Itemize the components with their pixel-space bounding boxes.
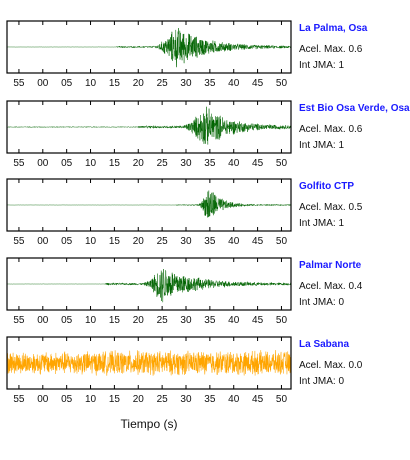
x-tick-label: 10 [85, 236, 97, 247]
jma-intensity-label: Int JMA: 1 [299, 140, 345, 151]
x-tick-label: 50 [276, 78, 288, 89]
x-tick-label: 00 [37, 236, 49, 247]
waveform-trace [6, 350, 292, 376]
x-tick-label: 45 [252, 236, 264, 247]
x-tick-label: 55 [13, 78, 25, 89]
max-acceleration-label: Acel. Max. 0.6 [299, 124, 363, 135]
waveform-trace [6, 269, 292, 303]
x-tick-label: 55 [13, 236, 25, 247]
x-tick-label: 35 [204, 394, 216, 405]
x-tick-label: 35 [204, 158, 216, 169]
x-tick-label: 45 [252, 315, 264, 326]
jma-intensity-label: Int JMA: 0 [299, 376, 345, 387]
x-tick-label: 00 [37, 315, 49, 326]
x-tick-label: 05 [61, 236, 73, 247]
waveform-trace [6, 190, 292, 218]
x-tick-label: 50 [276, 315, 288, 326]
x-axis-title: Tiempo (s) [121, 417, 178, 431]
panel-frame [6, 336, 292, 390]
x-tick-label: 05 [61, 394, 73, 405]
panel-frame [6, 178, 292, 232]
panel-frame [6, 257, 292, 311]
station-name: La Palma, Osa [299, 23, 368, 34]
jma-intensity-label: Int JMA: 0 [299, 297, 345, 308]
waveform-trace [7, 28, 292, 68]
x-tick-label: 20 [133, 394, 145, 405]
x-tick-label: 25 [157, 394, 169, 405]
x-tick-label: 50 [276, 236, 288, 247]
x-tick-label: 25 [157, 158, 169, 169]
x-tick-label: 35 [204, 236, 216, 247]
x-tick-label: 45 [252, 158, 264, 169]
x-tick-label: 10 [85, 315, 97, 326]
waveform-trace [6, 106, 292, 145]
x-tick-label: 10 [85, 158, 97, 169]
max-acceleration-label: Acel. Max. 0.0 [299, 360, 363, 371]
x-tick-label: 45 [252, 394, 264, 405]
station-name: La Sabana [299, 339, 350, 350]
x-tick-label: 40 [228, 158, 240, 169]
x-tick-label: 15 [109, 78, 121, 89]
x-tick-label: 25 [157, 236, 169, 247]
x-tick-label: 25 [157, 78, 169, 89]
station-name: Palmar Norte [299, 260, 362, 271]
x-tick-label: 20 [133, 236, 145, 247]
x-tick-label: 00 [37, 158, 49, 169]
x-tick-label: 05 [61, 315, 73, 326]
x-tick-label: 40 [228, 315, 240, 326]
max-acceleration-label: Acel. Max. 0.4 [299, 281, 363, 292]
x-tick-label: 30 [180, 158, 192, 169]
jma-intensity-label: Int JMA: 1 [299, 60, 345, 71]
x-tick-label: 35 [204, 78, 216, 89]
panel-frame [6, 20, 292, 74]
x-tick-label: 40 [228, 394, 240, 405]
x-tick-label: 00 [37, 394, 49, 405]
x-tick-label: 20 [133, 78, 145, 89]
x-tick-label: 55 [13, 394, 25, 405]
x-tick-label: 55 [13, 158, 25, 169]
x-tick-label: 00 [37, 78, 49, 89]
max-acceleration-label: Acel. Max. 0.5 [299, 202, 363, 213]
jma-intensity-label: Int JMA: 1 [299, 218, 345, 229]
x-tick-label: 20 [133, 158, 145, 169]
x-tick-label: 50 [276, 158, 288, 169]
x-tick-label: 55 [13, 315, 25, 326]
x-tick-label: 20 [133, 315, 145, 326]
x-tick-label: 25 [157, 315, 169, 326]
x-tick-label: 45 [252, 78, 264, 89]
panel-frame [6, 100, 292, 154]
x-tick-label: 35 [204, 315, 216, 326]
x-tick-label: 05 [61, 158, 73, 169]
station-name: Est Bio Osa Verde, Osa [299, 103, 410, 114]
x-tick-label: 30 [180, 315, 192, 326]
station-name: Golfito CTP [299, 181, 354, 192]
x-tick-label: 05 [61, 78, 73, 89]
x-tick-label: 10 [85, 78, 97, 89]
x-tick-label: 15 [109, 315, 121, 326]
max-acceleration-label: Acel. Max. 0.6 [299, 44, 363, 55]
x-tick-label: 10 [85, 394, 97, 405]
x-tick-label: 50 [276, 394, 288, 405]
x-tick-label: 30 [180, 394, 192, 405]
x-tick-label: 30 [180, 78, 192, 89]
x-tick-label: 30 [180, 236, 192, 247]
x-tick-label: 15 [109, 236, 121, 247]
x-tick-label: 40 [228, 78, 240, 89]
x-tick-label: 40 [228, 236, 240, 247]
x-tick-label: 15 [109, 158, 121, 169]
x-tick-label: 15 [109, 394, 121, 405]
